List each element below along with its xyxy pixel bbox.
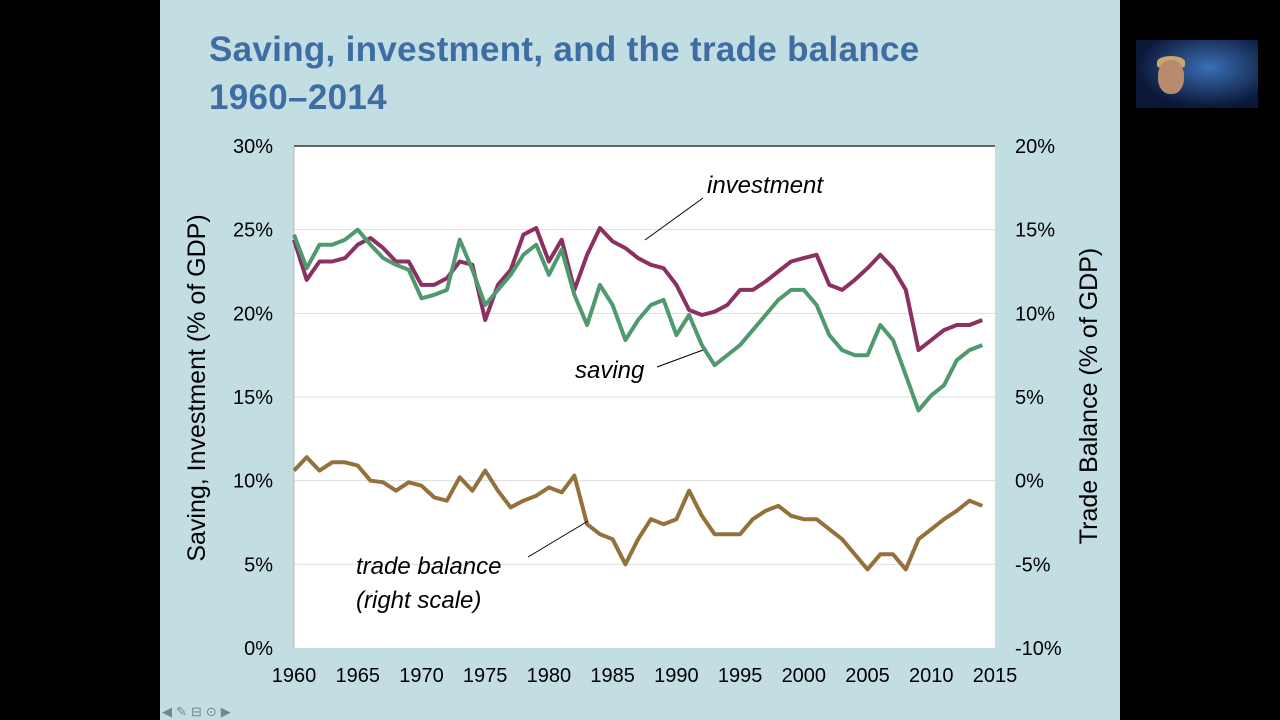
y-tick-label: 15% bbox=[233, 387, 273, 409]
x-tick-label: 1970 bbox=[399, 665, 444, 687]
investment-leader bbox=[644, 197, 704, 241]
series-investment bbox=[292, 226, 984, 353]
y2-tick-label: 20% bbox=[1015, 136, 1055, 158]
series-trade-balance bbox=[292, 455, 984, 572]
x-tick-label: 1995 bbox=[718, 665, 763, 687]
title-line-1: Saving, investment, and the trade balanc… bbox=[209, 30, 920, 69]
slide-icon[interactable]: ⊟ bbox=[190, 704, 202, 719]
y2-tick-label: 15% bbox=[1015, 220, 1055, 242]
y2-tick-label: 5% bbox=[1015, 387, 1044, 409]
y-tick-label: 20% bbox=[233, 303, 273, 325]
pen-icon[interactable]: ✎ bbox=[176, 704, 187, 719]
x-tick-label: 1985 bbox=[590, 665, 635, 687]
trade-balance-sublabel: (right scale) bbox=[356, 587, 481, 614]
x-tick-label: 1975 bbox=[463, 665, 508, 687]
y2-tick-label: -10% bbox=[1015, 638, 1062, 660]
x-tick-label: 1960 bbox=[272, 665, 317, 687]
x-tick-label: 1990 bbox=[654, 665, 699, 687]
title-line-2: 1960–2014 bbox=[209, 78, 387, 117]
y2-tick-label: 10% bbox=[1015, 303, 1055, 325]
series-saving bbox=[292, 227, 984, 413]
y-tick-label: 30% bbox=[233, 136, 273, 158]
trade-balance-label: trade balance bbox=[356, 553, 501, 580]
y2-tick-label: -5% bbox=[1015, 554, 1051, 576]
more-icon[interactable]: ⊙ bbox=[205, 704, 217, 719]
trade-leader bbox=[527, 520, 589, 558]
webcam-thumbnail bbox=[1136, 40, 1258, 108]
slide-nav: ◀ ✎ ⊟ ⊙ ▶ bbox=[162, 704, 231, 720]
investment-label: investment bbox=[707, 172, 824, 199]
arrow-left-icon[interactable]: ◀ bbox=[162, 704, 172, 719]
y2-axis-title: Trade Balance (% of GDP) bbox=[1075, 248, 1103, 544]
y-tick-label: 25% bbox=[233, 220, 273, 242]
x-tick-label: 2010 bbox=[909, 665, 954, 687]
y-axis-title: Saving, Investment (% of GDP) bbox=[183, 214, 211, 561]
slide-title: Saving, investment, and the trade balanc… bbox=[209, 26, 920, 122]
x-tick-label: 1965 bbox=[335, 665, 380, 687]
x-tick-label: 2000 bbox=[782, 665, 827, 687]
y-tick-label: 10% bbox=[233, 471, 273, 493]
saving-label: saving bbox=[575, 357, 645, 384]
x-tick-label: 2005 bbox=[845, 665, 890, 687]
x-tick-label: 1980 bbox=[527, 665, 572, 687]
saving-leader bbox=[656, 349, 704, 368]
arrow-right-icon[interactable]: ▶ bbox=[220, 704, 231, 719]
y2-tick-label: 0% bbox=[1015, 471, 1044, 493]
x-tick-label: 2015 bbox=[973, 665, 1018, 687]
y-tick-label: 5% bbox=[244, 554, 273, 576]
y-tick-label: 0% bbox=[244, 638, 273, 660]
